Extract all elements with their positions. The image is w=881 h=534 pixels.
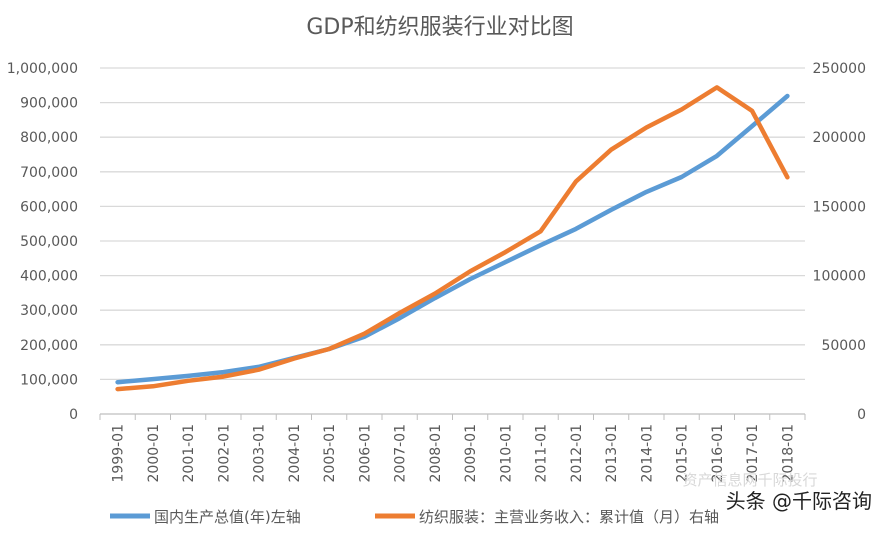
- left-tick-label: 1,000,000: [7, 61, 78, 77]
- left-tick-label: 400,000: [20, 269, 78, 285]
- series-line-textile: [115, 85, 790, 392]
- x-tick-label: 2014-01: [639, 424, 655, 483]
- x-tick-label: 2009-01: [463, 424, 479, 483]
- x-tick-label: 2005-01: [322, 424, 338, 483]
- right-tick-label: 100000: [813, 269, 866, 285]
- x-tick-label: 2017-01: [745, 424, 761, 483]
- x-tick-label: 2000-01: [146, 424, 162, 483]
- right-axis: 0 50000 100000 150000 200000 250000: [813, 61, 866, 423]
- x-tick-label: 2006-01: [357, 424, 373, 483]
- x-tick-label: 2016-01: [710, 424, 726, 483]
- x-tick-label: 2008-01: [428, 424, 444, 483]
- left-tick-label: 600,000: [20, 199, 78, 215]
- right-tick-label: 250000: [813, 61, 866, 77]
- left-tick-label: 100,000: [20, 372, 78, 388]
- x-tick-label: 2011-01: [534, 424, 550, 483]
- left-tick-label: 900,000: [20, 96, 78, 112]
- watermark-2: 头条 @千际咨询: [726, 489, 872, 513]
- x-tick-label: 2015-01: [675, 424, 691, 483]
- right-tick-label: 0: [857, 407, 866, 423]
- left-tick-label: 500,000: [20, 234, 78, 250]
- x-tick-label: 2013-01: [604, 424, 620, 483]
- left-tick-label: 700,000: [20, 165, 78, 181]
- x-axis: 1999-01 2000-01 2001-01 2002-01 2003-01 2004-…: [99, 414, 806, 483]
- x-tick-label: 2004-01: [287, 424, 303, 483]
- series-line-gdp: [115, 93, 790, 385]
- x-tick-label: 2001-01: [181, 424, 197, 483]
- left-tick-label: 300,000: [20, 303, 78, 319]
- watermark-1: 资产信息网千际投行: [682, 471, 817, 489]
- x-tick-label: 2003-01: [252, 424, 268, 483]
- x-tick-label: 1999-01: [111, 424, 127, 483]
- legend: 国内生产总值(年)左轴 纺织服装：主营业务收入：累计值（月）右轴: [110, 508, 719, 526]
- right-tick-label: 50000: [821, 338, 866, 354]
- x-tick-label: 2010-01: [498, 424, 514, 483]
- left-tick-label: 800,000: [20, 130, 78, 146]
- left-axis: 0 100,000 200,000 300,000 400,000 500,000 600,…: [7, 61, 78, 423]
- gridlines: [100, 67, 805, 415]
- left-tick-label: 0: [69, 407, 78, 423]
- legend-label-textile: 纺织服装：主营业务收入：累计值（月）右轴: [419, 508, 719, 526]
- left-tick-label: 200,000: [20, 338, 78, 354]
- x-tick-label: 2012-01: [569, 424, 585, 483]
- x-tick-label: 2007-01: [393, 424, 409, 483]
- series-lines: [115, 85, 790, 392]
- legend-label-gdp: 国内生产总值(年)左轴: [154, 508, 301, 526]
- right-tick-label: 200000: [813, 130, 866, 146]
- chart-title: GDP和纺织服装行业对比图: [306, 15, 573, 40]
- right-tick-label: 150000: [813, 199, 866, 215]
- x-tick-label: 2002-01: [216, 424, 232, 483]
- x-tick-label: 2018-01: [780, 424, 796, 483]
